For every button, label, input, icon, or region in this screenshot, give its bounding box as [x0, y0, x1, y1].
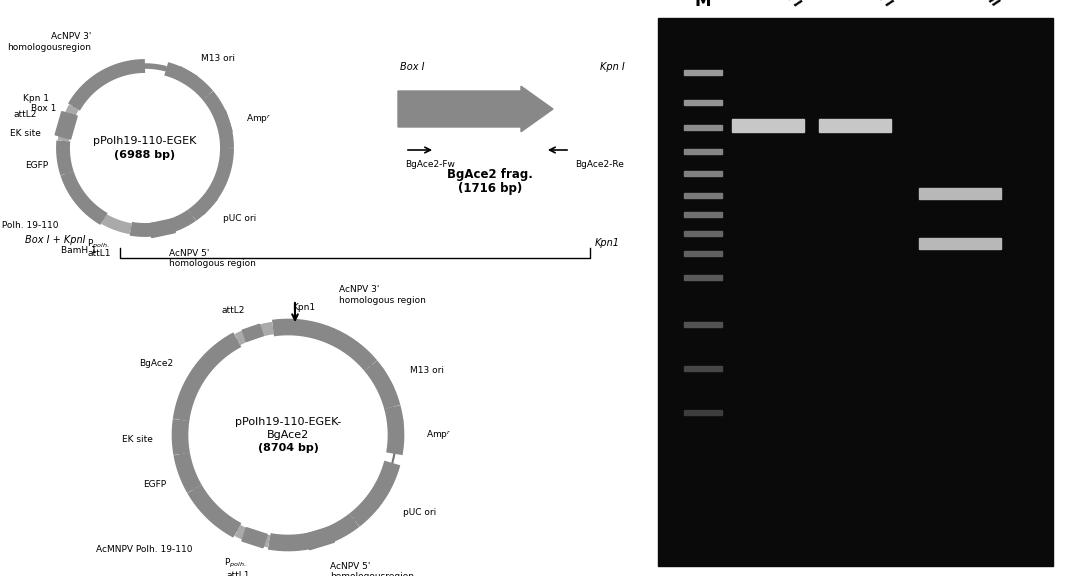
- Text: AcMNPV Polh. 19-110: AcMNPV Polh. 19-110: [96, 545, 192, 554]
- Bar: [819, 119, 891, 132]
- Text: M13 ori: M13 ori: [410, 366, 444, 374]
- Text: P$_{polh.}$: P$_{polh.}$: [224, 557, 246, 570]
- Text: BgAce2: BgAce2: [140, 359, 174, 368]
- Bar: [919, 188, 1001, 199]
- Text: Kpn 1: Kpn 1: [22, 94, 49, 103]
- FancyArrow shape: [398, 86, 553, 132]
- Bar: [684, 100, 722, 105]
- Bar: [389, 419, 404, 444]
- Text: attL1: attL1: [227, 571, 250, 576]
- Bar: [283, 322, 300, 332]
- Bar: [684, 366, 722, 371]
- Text: BgAce2 frag.: BgAce2 frag.: [447, 168, 532, 181]
- Text: HindIII: HindIII: [960, 0, 1002, 10]
- Text: attL1: attL1: [87, 249, 111, 258]
- Text: M13 ori: M13 ori: [200, 55, 234, 63]
- Text: EGFP: EGFP: [143, 480, 166, 489]
- Bar: [305, 527, 334, 550]
- Text: Box 1: Box 1: [31, 104, 56, 113]
- Bar: [195, 191, 217, 214]
- Text: (8704 bp): (8704 bp): [258, 443, 318, 453]
- Bar: [919, 238, 1001, 249]
- Bar: [684, 322, 722, 327]
- Bar: [243, 324, 263, 342]
- Text: AcNPV 5'
homologousregion: AcNPV 5' homologousregion: [330, 562, 413, 576]
- Text: BgAce2-Re: BgAce2-Re: [575, 160, 624, 169]
- Bar: [732, 119, 804, 132]
- Bar: [175, 67, 198, 87]
- Bar: [55, 112, 77, 139]
- Bar: [684, 70, 722, 75]
- Bar: [684, 232, 722, 237]
- Text: EcoR I: EcoR I: [855, 0, 895, 10]
- Text: BamH 1: BamH 1: [62, 246, 97, 255]
- Bar: [684, 275, 722, 281]
- Text: attL2: attL2: [222, 306, 245, 315]
- Text: EK site: EK site: [11, 129, 42, 138]
- Text: Kpn1: Kpn1: [595, 238, 620, 248]
- Text: (1716 bp): (1716 bp): [458, 182, 522, 195]
- Text: Kpn1: Kpn1: [293, 303, 315, 312]
- Bar: [684, 251, 722, 256]
- Text: Box I: Box I: [400, 62, 425, 72]
- Text: attL2: attL2: [14, 111, 37, 119]
- Text: Kpn I: Kpn I: [600, 62, 625, 72]
- Bar: [684, 171, 722, 176]
- Text: AcNPV 5'
homologous region: AcNPV 5' homologous region: [168, 249, 256, 268]
- Text: Kpn I: Kpn I: [768, 0, 803, 10]
- Bar: [684, 213, 722, 217]
- Bar: [214, 111, 232, 135]
- Text: AcMNPV Polh. 19-110: AcMNPV Polh. 19-110: [0, 221, 59, 230]
- Text: EK site: EK site: [122, 435, 153, 444]
- Bar: [684, 193, 722, 198]
- Text: EGFP: EGFP: [24, 161, 48, 169]
- Text: AcNPV 3'
homologousregion: AcNPV 3' homologousregion: [7, 32, 91, 52]
- Text: Amp$^r$: Amp$^r$: [246, 112, 272, 126]
- Bar: [370, 368, 393, 394]
- Bar: [149, 219, 176, 237]
- Bar: [242, 528, 267, 548]
- Text: (6988 bp): (6988 bp): [114, 150, 176, 160]
- Bar: [684, 410, 722, 415]
- Text: pUC ori: pUC ori: [403, 508, 436, 517]
- Text: BgAce2-Fw: BgAce2-Fw: [405, 160, 455, 169]
- Bar: [658, 18, 1053, 566]
- Text: pPolh19-110-EGEK: pPolh19-110-EGEK: [94, 137, 197, 146]
- Text: pUC ori: pUC ori: [223, 214, 257, 223]
- Text: Amp$^r$: Amp$^r$: [426, 428, 452, 442]
- Text: Box I + KpnI: Box I + KpnI: [24, 235, 85, 245]
- Bar: [684, 124, 722, 130]
- Text: pPolh19-110-EGEK-: pPolh19-110-EGEK-: [235, 417, 341, 427]
- Bar: [365, 482, 390, 509]
- Text: AcNPV 3'
homologous region: AcNPV 3' homologous region: [339, 285, 426, 305]
- Text: M: M: [694, 0, 711, 10]
- Text: BgAce2: BgAce2: [267, 430, 309, 440]
- Bar: [684, 149, 722, 154]
- Text: P$_{polh.}$: P$_{polh.}$: [87, 238, 110, 251]
